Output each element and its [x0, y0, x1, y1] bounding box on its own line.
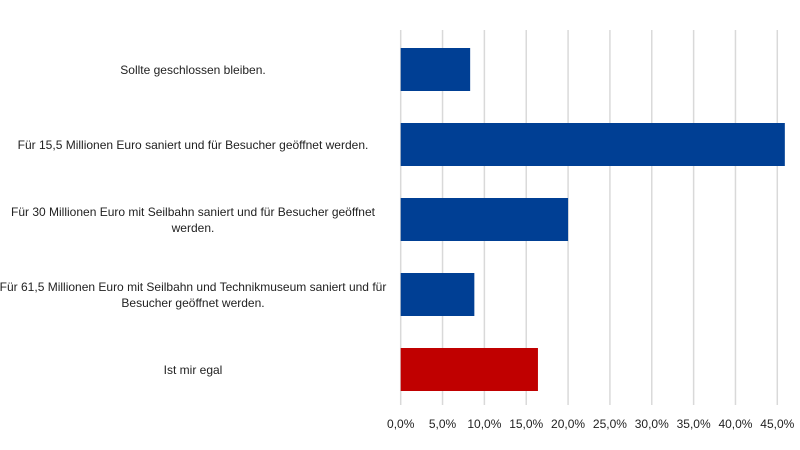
category-label: Für 61,5 Millionen Euro mit Seilbahn und…	[0, 279, 387, 310]
bar	[400, 48, 471, 91]
x-tick-label: 5,0%	[429, 417, 457, 431]
category-label: Ist mir egal	[163, 362, 223, 377]
bar	[400, 273, 475, 316]
bar	[400, 348, 538, 391]
x-tick-label: 0,0%	[387, 417, 415, 431]
category-label: Sollte geschlossen bleiben.	[120, 62, 266, 77]
x-tick-label: 10,0%	[467, 417, 501, 431]
x-tick-label: 45,0%	[760, 417, 794, 431]
x-tick-label: 15,0%	[509, 417, 543, 431]
x-tick-label: 40,0%	[718, 417, 752, 431]
x-tick-label: 35,0%	[677, 417, 711, 431]
bar	[400, 123, 785, 166]
x-tick-label: 20,0%	[551, 417, 585, 431]
category-label: Für 30 Millionen Euro mit Seilbahn sanie…	[11, 204, 375, 235]
x-tick-label: 25,0%	[593, 417, 627, 431]
x-tick-label: 30,0%	[635, 417, 669, 431]
category-label: Für 15,5 Millionen Euro saniert und für …	[17, 137, 369, 152]
bar	[400, 198, 569, 241]
